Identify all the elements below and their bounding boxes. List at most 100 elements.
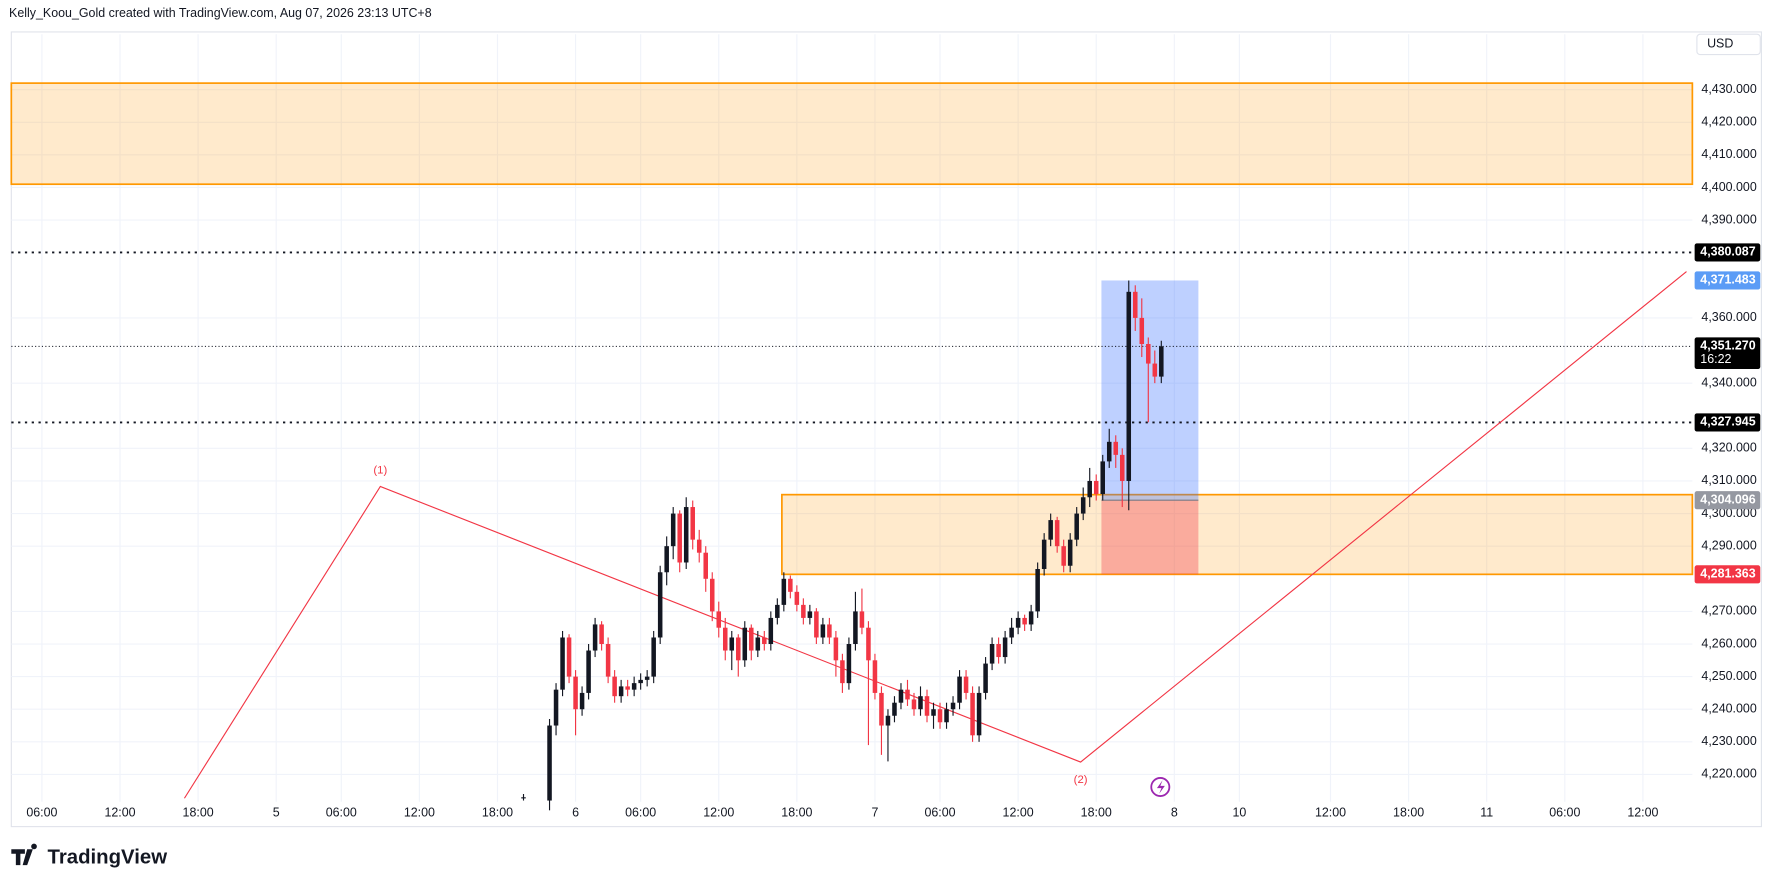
x-tick-label: 11 [1480,805,1493,819]
candle-body [1159,346,1164,377]
candle-body [905,689,910,700]
zigzag-line [183,271,1687,799]
candle-body [1087,480,1092,498]
last-price-label-box [1694,337,1761,370]
x-tick-label: 06:00 [326,805,357,819]
candle-body [801,604,806,618]
candle-body [1146,344,1151,364]
y-tick-label: 4,400.000 [1701,180,1756,194]
x-tick-label: 12:00 [1627,805,1658,819]
candle-body [976,692,982,736]
candle-body [866,627,871,661]
candle-body [937,709,943,723]
candle-body [696,539,702,553]
candle-body [709,578,715,612]
stop-label-box [1694,565,1761,584]
y-tick-label: 4,270.000 [1701,604,1756,618]
candle-body [788,578,793,592]
candle-body [1074,513,1079,540]
candle-body [827,624,832,638]
candle-body [1119,454,1125,481]
candle-body [1106,441,1112,462]
level-label-box [1694,413,1761,432]
candle-body [1126,291,1132,481]
y-tick-label: 4,250.000 [1701,669,1756,683]
target-label-box [1694,271,1761,290]
candle-body [983,663,988,693]
candle-body [781,578,787,605]
candle-body [560,637,565,690]
zone [10,82,1694,186]
candle-body [657,572,663,638]
y-tick-label: 4,320.000 [1701,441,1756,455]
candle-body [885,715,891,726]
level-label-box [1694,243,1761,262]
y-tick-label: 4,390.000 [1701,212,1756,226]
x-tick-label: 18:00 [183,805,214,819]
candle-body [670,513,676,547]
y-tick-label: 4,360.000 [1701,310,1756,324]
candle-body [1015,617,1021,628]
currency-box [1696,33,1761,56]
header: Kelly_Koou_Gold created with TradingView… [9,6,432,20]
x-tick-label: 5 [273,805,280,819]
y-tick-label: 4,260.000 [1701,636,1756,650]
candle-body [638,679,643,684]
candle-body [879,692,884,726]
candle-body [677,513,682,563]
candle-body [586,650,591,693]
candle-body [846,644,852,684]
candle-body [892,702,897,716]
x-tick-label: 12:00 [703,805,734,819]
candle-body [911,699,917,710]
y-tick-label: 4,230.000 [1701,734,1756,748]
loss-area [1101,500,1199,575]
candle-body [794,591,800,605]
y-tick-label: 4,410.000 [1701,147,1756,161]
candle-body [755,637,761,651]
entry-label: 4,304.096 [1700,492,1755,506]
chart-frame [10,31,1762,828]
x-tick-label: 8 [1171,805,1178,819]
candle-body [1139,317,1145,345]
x-tick-label: 18:00 [482,805,513,819]
candle-body [853,611,858,645]
candle-body [1113,441,1119,455]
y-tick-label: 4,420.000 [1701,115,1756,129]
candle-body [736,637,741,661]
candle-body [644,676,650,680]
candle-body [840,660,845,684]
y-tick-label: 4,310.000 [1701,473,1756,487]
last-price-label: 4,351.270 [1700,339,1755,353]
candle-body [924,696,930,716]
zone [781,493,1694,576]
candle-body [1054,520,1060,547]
x-tick-label: 18:00 [1081,805,1112,819]
candle-body [1061,546,1066,566]
candle-body [1093,480,1099,495]
candle-body [1133,291,1138,318]
candle-body [820,624,826,638]
candle-body [950,702,956,710]
y-tick-label: 4,300.000 [1701,506,1756,520]
alert-icon [1150,777,1171,797]
candle-body [1067,539,1073,566]
zigzag-label: (1) [373,465,387,477]
candle-body [729,637,735,651]
candle-body [762,637,767,645]
level-label: 4,327.945 [1700,415,1755,429]
candle-body [631,683,637,690]
candle-body [814,611,819,638]
x-tick-label: 06:00 [26,805,57,819]
candle-body [599,624,604,645]
last-price-label-countdown: 16:22 [1700,352,1731,366]
plot-area [10,34,1694,811]
candle-body [553,689,559,726]
candle-body [963,676,969,693]
y-tick-label: 4,430.000 [1701,82,1756,96]
candle-body [547,725,552,801]
candle-body [625,686,630,690]
candle-body [944,709,949,723]
candle-body [716,611,722,628]
